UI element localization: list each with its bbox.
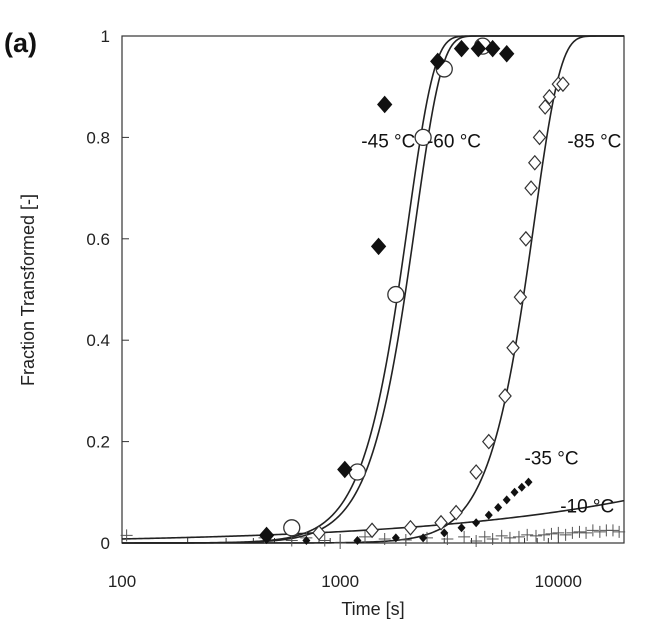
open-diamond-marker	[449, 504, 463, 521]
plus-marker	[586, 524, 599, 537]
open-diamond-marker	[542, 88, 557, 105]
small-diamond-marker	[391, 533, 400, 543]
open-diamond-marker	[519, 230, 533, 247]
plus-marker	[378, 532, 391, 545]
plus-marker	[566, 526, 579, 539]
small-diamond-marker	[353, 535, 362, 545]
small-diamond-marker	[472, 518, 481, 528]
plus-marker	[529, 529, 542, 542]
curve-labels: -45 °C -60 °C -85 °C -35 °C -10 °C	[361, 132, 621, 518]
plus-marker	[613, 525, 626, 538]
data-points	[120, 37, 626, 549]
plus-marker	[458, 530, 471, 543]
plot-frame	[121, 35, 625, 544]
plus-marker	[521, 528, 534, 541]
plus-marker	[606, 524, 619, 537]
open-diamond-marker	[403, 519, 418, 536]
open-diamond-marker	[434, 514, 448, 531]
open-circle-marker	[348, 463, 367, 481]
open-diamond-marker	[506, 339, 520, 356]
small-diamond-marker	[440, 528, 449, 538]
curve-label: -35 °C	[525, 448, 579, 469]
filled-diamond-marker	[370, 237, 387, 256]
plus-marker	[552, 526, 565, 539]
open-diamond-marker	[312, 524, 326, 541]
small-diamond-marker	[302, 535, 311, 545]
filled-diamond-marker	[337, 460, 353, 479]
fit-curves	[121, 35, 625, 544]
small-diamond-marker	[457, 523, 466, 533]
open-diamond-marker	[365, 522, 379, 539]
open-diamond-marker	[538, 99, 552, 115]
filled-diamond-marker	[430, 52, 446, 71]
open-diamond-marker	[513, 289, 528, 306]
open-diamond-marker	[527, 154, 542, 171]
plus-marker	[334, 537, 347, 549]
filled-diamond-marker	[453, 39, 470, 58]
open-circle-marker	[414, 128, 432, 147]
curve-label: -45 °C	[361, 132, 415, 153]
small-diamond-marker	[484, 510, 493, 520]
plus-marker	[120, 529, 133, 542]
small-diamond-marker	[502, 495, 511, 505]
open-diamond-marker	[469, 464, 483, 480]
y-tick-label: 1	[101, 27, 110, 46]
y-tick-label: 0.2	[86, 433, 110, 452]
plus-marker	[580, 526, 593, 539]
plus-marker	[559, 528, 572, 541]
small-diamond-marker	[524, 477, 533, 487]
plus-marker	[478, 530, 491, 543]
filled-diamond-marker	[258, 526, 275, 545]
x-axis-title: Time [s]	[341, 599, 404, 619]
small-diamond-marker	[419, 533, 428, 543]
open-diamond-marker	[481, 433, 496, 450]
filled-diamond-marker	[470, 39, 487, 58]
panel-label: (a)	[4, 28, 37, 58]
y-tick-label: 0	[101, 534, 110, 553]
y-axis-title: Fraction Transformed [-]	[18, 194, 38, 386]
plus-marker	[486, 532, 499, 545]
open-diamond-marker	[556, 76, 570, 93]
x-tick-label: 100	[108, 572, 136, 591]
small-diamond-marker	[510, 487, 519, 497]
x-tick-label: 10000	[535, 572, 582, 591]
filled-diamond-marker	[499, 44, 515, 63]
curve-label: -85 °C	[567, 132, 621, 153]
y-tick-label: 0.6	[86, 230, 110, 249]
curve-label: -10 °C	[560, 497, 614, 518]
plus-marker	[441, 532, 454, 545]
small-diamond-marker	[517, 482, 526, 492]
plus-marker	[573, 525, 586, 538]
plus-marker	[470, 534, 483, 547]
plus-marker	[538, 528, 551, 541]
filled-diamond-marker	[377, 95, 393, 114]
fit-curve	[122, 35, 624, 544]
x-tick-label: 1000	[321, 572, 359, 591]
small-diamond-marker	[494, 503, 503, 513]
plus-marker	[399, 533, 412, 546]
y-tick-label: 0.8	[86, 128, 110, 147]
open-circle-marker	[387, 285, 405, 304]
curve-label: -60 °C	[427, 132, 481, 153]
open-circle-marker	[283, 519, 301, 537]
open-diamond-marker	[532, 129, 547, 146]
plus-marker	[512, 530, 525, 543]
open-diamond-marker	[498, 388, 512, 404]
filled-diamond-marker	[484, 39, 501, 58]
plus-marker	[503, 531, 516, 544]
y-axis: 0 0.2 0.4 0.6 0.8 1	[86, 27, 129, 553]
plus-marker	[545, 527, 558, 540]
plus-marker	[359, 530, 372, 543]
plus-marker	[593, 525, 606, 538]
plus-marker	[285, 534, 298, 547]
y-tick-label: 0.4	[86, 331, 110, 350]
plus-marker	[495, 529, 508, 542]
plus-marker	[318, 534, 331, 547]
open-diamond-marker	[524, 180, 538, 197]
